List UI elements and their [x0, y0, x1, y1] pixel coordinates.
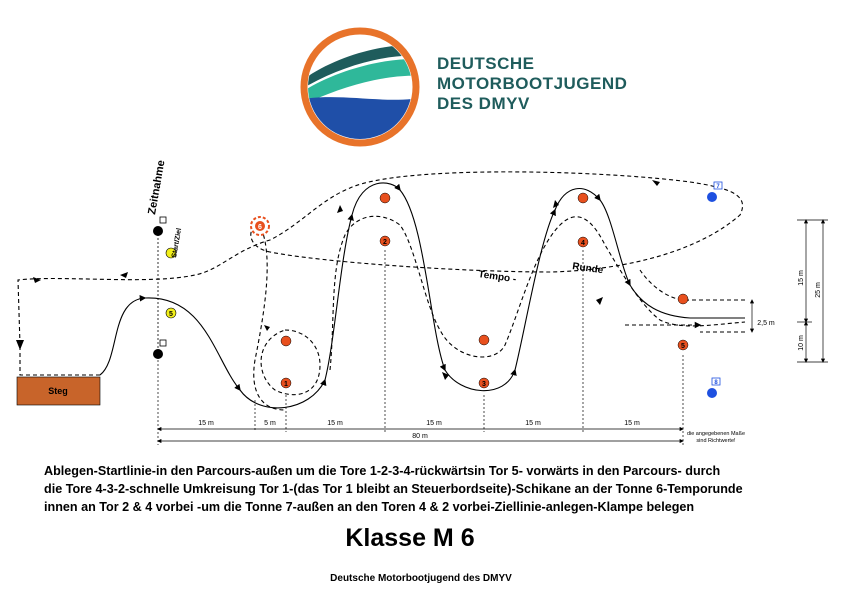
course-description: Ablegen-Startlinie-in den Parcours-außen… — [44, 462, 824, 516]
dim-total: 80 m — [412, 433, 428, 440]
vertical-dimensions — [749, 219, 828, 363]
gate-3-label: 3 — [482, 381, 486, 388]
dim-seg5: 15 m — [525, 420, 541, 427]
description-line-1: Ablegen-Startlinie-in den Parcours-außen… — [44, 464, 721, 478]
dim-v10: 10 m — [798, 335, 805, 351]
description-line-2: die Tore 4-3-2-schnelle Umkreisung Tor 1… — [44, 482, 743, 496]
tonne-8: 8 — [707, 377, 721, 398]
dmyv-logo — [300, 27, 420, 147]
steg-dock: Steg — [16, 376, 101, 406]
tonne-7: 7 — [707, 181, 723, 202]
tonne-7-label: 7 — [716, 184, 720, 190]
tempo-label: Tempo - — [478, 269, 517, 285]
dim-seg1: 15 m — [198, 420, 214, 427]
dim-seg6: 15 m — [624, 420, 640, 427]
gates: 1 2 3 4 5 — [280, 192, 689, 389]
note-line2: sind Richtwerte! — [696, 438, 736, 444]
start-finish-line: 5 — [153, 216, 177, 359]
dim-seg2: 5 m — [264, 420, 276, 427]
dim-v25: 25 m — [815, 282, 822, 298]
dim-seg3: 15 m — [327, 420, 343, 427]
runde-label: Runde — [572, 261, 605, 276]
course-path-solid — [19, 182, 745, 409]
dim-v15: 15 m — [798, 270, 805, 286]
steg-label: Steg — [48, 386, 68, 396]
tonne-6-label: 6 — [258, 224, 262, 231]
brand-line-1: DEUTSCHE — [437, 54, 535, 73]
gate-4-label: 4 — [581, 240, 585, 247]
gate-2-label: 2 — [383, 239, 387, 246]
dim-v25b: 2,5 m — [757, 320, 775, 327]
gate-5-label: 5 — [681, 343, 685, 350]
zeitnahme-label: Zeitnahme — [146, 159, 167, 215]
brand-line-2: MOTORBOOTJUGEND — [437, 74, 628, 93]
tonne-8-label: 8 — [714, 380, 718, 386]
start-ziel-label: Start/Ziel — [171, 228, 183, 259]
gate-1-label: 1 — [284, 381, 288, 388]
tonne-6: 6 — [250, 216, 270, 236]
dim-seg4: 15 m — [426, 420, 442, 427]
horizontal-dimensions — [157, 250, 684, 445]
brand-name: DEUTSCHE MOTORBOOTJUGEND DES DMYV — [437, 54, 627, 114]
note-line1: die angegebenen Maße — [687, 431, 745, 437]
course-path-dashed — [17, 171, 746, 411]
horizontal-dimension-labels: 15 m 5 m 15 m 15 m 15 m 15 m 80 m — [198, 420, 640, 440]
footer-org: Deutsche Motorbootjugend des DMYV — [330, 573, 512, 584]
start-buoy-label: 5 — [169, 311, 173, 318]
description-line-3: innen an Tor 2 & 4 vorbei -um die Tonne … — [44, 500, 695, 514]
brand-line-3: DES DMYV — [437, 94, 530, 113]
class-title: Klasse M 6 — [345, 524, 475, 552]
direction-arrows — [16, 180, 660, 380]
